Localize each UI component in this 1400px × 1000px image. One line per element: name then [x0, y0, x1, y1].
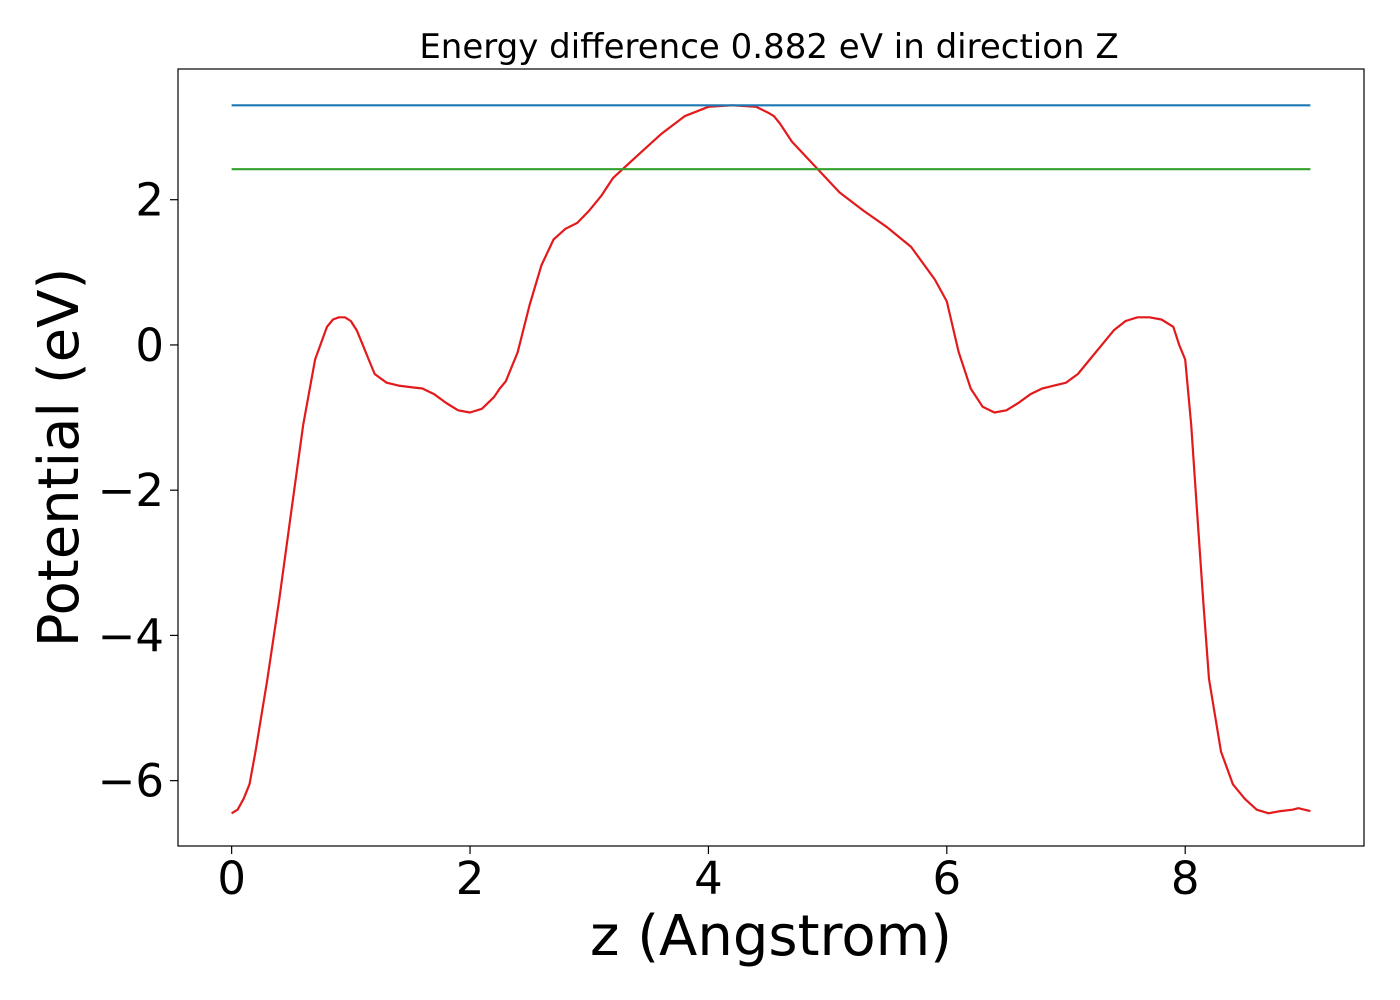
y-tick-label: 0 — [135, 319, 164, 372]
y-tick-label: −4 — [98, 609, 164, 662]
x-tick-label: 4 — [694, 852, 723, 905]
plot-area — [231, 104, 1311, 815]
x-tick-label: 8 — [1171, 852, 1200, 905]
y-tick-label: 2 — [135, 174, 164, 227]
plot-frame — [177, 68, 1365, 847]
x-tick-label: 2 — [456, 852, 485, 905]
series-line-0 — [231, 104, 1311, 815]
axes: 0 2 4 6 8 2 0 −2 −4 −6 — [98, 68, 1365, 905]
chart-title: Energy difference 0.882 eV in direction … — [419, 27, 1118, 67]
y-tick-label: −2 — [98, 464, 164, 517]
y-tick-label: −6 — [98, 755, 164, 808]
x-axis-label: z (Angstrom) — [590, 904, 952, 969]
x-tick-label: 0 — [217, 852, 246, 905]
y-axis-label: Potential (eV) — [27, 268, 92, 648]
x-tick-label: 6 — [932, 852, 961, 905]
